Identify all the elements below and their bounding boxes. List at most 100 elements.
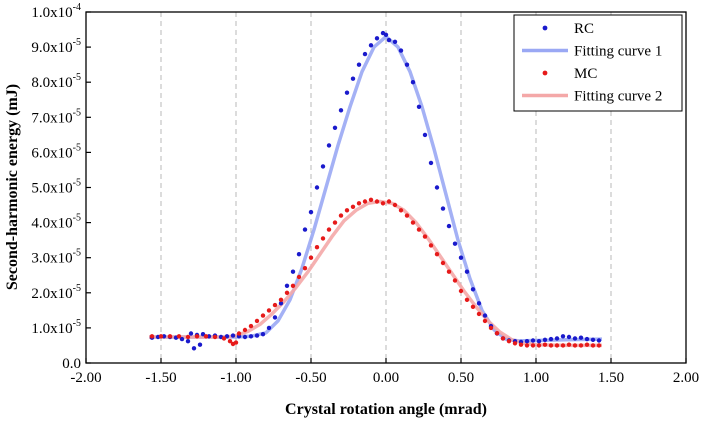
x-tick-label: -1.00 <box>220 370 251 386</box>
x-tick-label: 1.50 <box>598 370 624 386</box>
data-point <box>518 342 524 347</box>
data-point <box>356 62 362 67</box>
data-point <box>452 241 458 246</box>
y-tick-label: 4.0x10-5 <box>31 213 81 232</box>
data-point <box>428 243 434 248</box>
data-point <box>194 334 200 339</box>
x-tick-label: 0.50 <box>448 370 474 386</box>
y-tick-label: 1.0x10-4 <box>31 2 81 21</box>
data-point <box>464 297 470 302</box>
data-point <box>344 208 350 213</box>
series-line-fitting-curve-2 <box>149 199 602 348</box>
data-point <box>536 343 542 348</box>
data-point <box>368 197 374 202</box>
data-point <box>458 255 464 260</box>
data-point <box>374 36 380 41</box>
data-point <box>188 331 194 336</box>
data-point <box>233 340 239 345</box>
y-tick-label: 2.0x10-5 <box>31 283 81 302</box>
data-point <box>203 334 209 339</box>
y-tick-label: 8.0x10-5 <box>31 72 81 91</box>
data-point <box>272 302 278 308</box>
legend-label: RC <box>574 21 594 37</box>
data-point <box>167 334 173 339</box>
data-point <box>350 76 356 81</box>
y-tick-label: 9.0x10-5 <box>31 37 81 56</box>
data-point <box>374 199 380 204</box>
data-point <box>434 252 440 257</box>
series-points-mc <box>149 197 602 348</box>
y-axis-title: Second-harmonic energy (mJ) <box>4 84 21 290</box>
data-point <box>338 108 344 113</box>
data-point <box>212 334 218 340</box>
data-point <box>590 343 596 348</box>
data-point <box>383 32 389 37</box>
y-tick-label: 5.0x10-5 <box>31 178 81 197</box>
data-point <box>392 39 398 44</box>
data-point <box>482 318 488 324</box>
data-point <box>476 301 482 306</box>
data-point <box>320 164 326 169</box>
data-point <box>422 234 428 239</box>
data-point <box>398 48 404 53</box>
data-point <box>221 336 227 341</box>
data-point <box>308 255 314 260</box>
data-point <box>380 201 386 206</box>
legend-symbol <box>542 70 548 76</box>
data-point <box>506 339 512 344</box>
data-point <box>530 343 536 348</box>
series-points-rc <box>149 30 602 351</box>
data-point <box>320 236 326 241</box>
data-point <box>278 301 284 306</box>
data-point <box>572 336 578 341</box>
data-point <box>278 297 284 302</box>
data-point <box>236 331 242 336</box>
data-point <box>392 202 398 208</box>
data-point <box>554 343 560 348</box>
data-point <box>566 342 572 347</box>
x-tick-label: -1.50 <box>145 370 176 386</box>
data-point <box>578 343 584 348</box>
data-point <box>584 342 590 347</box>
data-point <box>260 313 266 318</box>
data-point <box>500 336 506 341</box>
data-point <box>464 269 470 274</box>
data-point <box>191 346 197 351</box>
legend-symbol <box>542 25 548 31</box>
y-tick-label: 1.0x10-5 <box>31 318 81 337</box>
plot-series <box>149 30 603 351</box>
data-point <box>398 208 404 213</box>
legend-label: Fitting curve 1 <box>574 44 662 60</box>
data-point <box>326 227 332 232</box>
data-point <box>290 283 296 288</box>
data-point <box>284 290 290 295</box>
data-point <box>542 342 548 347</box>
data-point <box>314 245 320 250</box>
data-point <box>242 327 248 333</box>
data-point <box>248 323 254 329</box>
data-point <box>404 213 410 218</box>
data-point <box>362 199 368 204</box>
data-point <box>404 62 410 67</box>
data-point <box>332 125 338 130</box>
x-tick-label: 0.00 <box>373 370 399 386</box>
data-point <box>560 343 566 348</box>
data-point <box>566 334 572 340</box>
x-tick-label: 1.00 <box>523 370 549 386</box>
data-point <box>440 260 446 266</box>
data-point <box>386 199 392 204</box>
data-point <box>410 220 416 225</box>
data-point <box>590 337 596 342</box>
data-point <box>596 338 602 343</box>
legend-label: Fitting curve 2 <box>574 89 662 105</box>
data-point <box>266 325 272 331</box>
data-point <box>356 201 362 206</box>
data-point <box>554 336 560 341</box>
data-point <box>440 206 446 211</box>
data-point <box>524 343 530 348</box>
data-point <box>416 227 422 232</box>
data-point <box>344 90 350 95</box>
data-point <box>185 339 191 344</box>
y-tick-label: 6.0x10-5 <box>31 142 81 161</box>
